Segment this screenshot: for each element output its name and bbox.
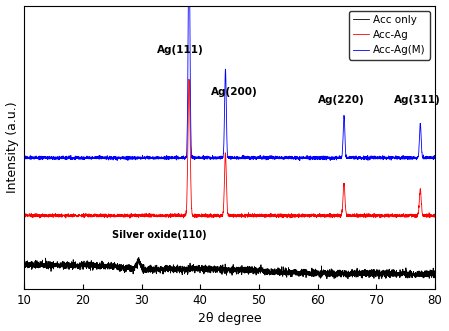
Acc-Ag(M) [420,156,425,160]
Acc-Ag [127,216,132,220]
Acc only [320,272,326,276]
Acc-Ag(M) [198,155,203,159]
Acc-Ag(M) [432,156,438,160]
Line: Acc only: Acc only [24,258,435,279]
Acc-Ag [186,77,192,81]
Legend: Acc only, Acc-Ag, Acc-Ag(M): Acc only, Acc-Ag, Acc-Ag(M) [349,11,430,60]
Acc-Ag(M) [320,154,326,158]
Acc-Ag [194,213,200,217]
Line: Acc-Ag: Acc-Ag [24,79,435,218]
Acc only [432,271,438,275]
Acc only [420,275,425,279]
Acc only [217,268,222,272]
Acc-Ag [198,213,203,217]
Acc-Ag(M) [217,156,222,160]
Acc-Ag(M) [400,155,405,159]
Text: Silver oxide(110): Silver oxide(110) [112,230,207,240]
Text: Ag(200): Ag(200) [211,87,258,97]
Acc only [376,277,382,281]
Acc-Ag(M) [194,156,199,160]
Acc only [22,261,27,265]
Acc-Ag [400,213,405,217]
Acc only [400,272,405,276]
Y-axis label: Intensity (a.u.): Intensity (a.u.) [5,102,18,193]
Acc-Ag [320,213,326,217]
Line: Acc-Ag(M): Acc-Ag(M) [24,0,435,161]
Acc-Ag(M) [22,157,27,161]
Acc-Ag [22,213,27,217]
Acc-Ag [420,212,425,216]
Acc-Ag [217,213,222,217]
Text: Ag(111): Ag(111) [157,45,203,55]
Acc only [136,256,141,260]
X-axis label: 2θ degree: 2θ degree [198,312,261,325]
Text: Ag(311): Ag(311) [394,95,441,105]
Acc-Ag [432,214,438,218]
Acc only [198,265,203,269]
Acc-Ag(M) [297,159,303,163]
Acc only [194,267,199,271]
Text: Ag(220): Ag(220) [318,95,365,105]
